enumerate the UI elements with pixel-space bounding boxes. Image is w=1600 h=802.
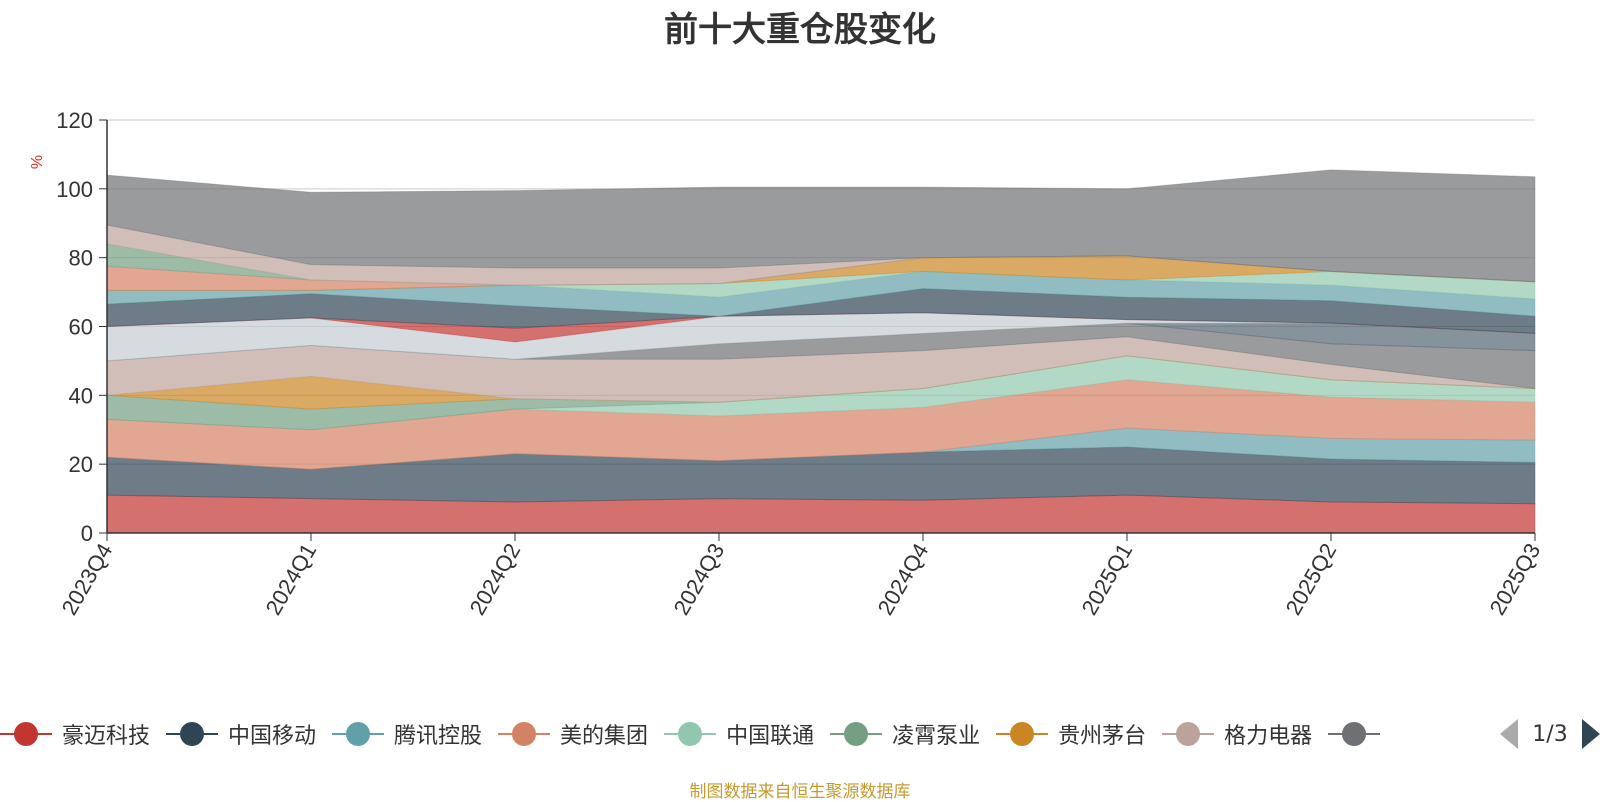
x-tick-label: 2024Q2	[465, 539, 526, 619]
next-page-icon[interactable]	[1582, 719, 1600, 749]
area-series-4[interactable]	[106, 379, 1536, 470]
legend-label: 格力电器	[1224, 724, 1313, 749]
legend-page-indicator: 1/3	[1532, 721, 1568, 747]
legend-item[interactable]: 贵州茅台	[996, 718, 1146, 750]
x-tick-label: 2024Q1	[261, 539, 322, 619]
y-tick-label: 120	[56, 108, 93, 133]
chart-title: 前十大重仓股变化	[664, 10, 936, 50]
legend-marker-icon	[332, 722, 385, 746]
x-tick-label: 2025Q1	[1077, 539, 1138, 619]
legend-item[interactable]: 凌霄泵业	[830, 718, 980, 750]
x-tick-label: 2025Q2	[1281, 539, 1342, 619]
legend-marker-icon	[498, 722, 551, 746]
data-source-note: 制图数据来自恒生聚源数据库	[689, 782, 911, 802]
legend-label: 豪迈科技	[62, 724, 151, 749]
legend-item[interactable]: 豪迈科技	[0, 718, 150, 750]
legend-marker-icon	[0, 722, 52, 746]
y-tick-label: 100	[56, 177, 93, 202]
legend-item[interactable]: 格力电器	[1162, 718, 1312, 750]
legend-item[interactable]: 中国联通	[664, 718, 814, 750]
x-tick-label: 2025Q3	[1485, 539, 1546, 619]
y-tick-label: 20	[69, 452, 93, 477]
legend-marker-icon	[1328, 722, 1381, 746]
legend-marker-icon	[996, 722, 1049, 746]
stacked-area-chart: 0 20 40 60 80 100 120 2023Q4 2024Q1 2024Q2 2024Q3 2…	[29, 108, 1546, 619]
legend-marker-icon	[1162, 722, 1215, 746]
legend-marker-icon	[166, 722, 219, 746]
legend-marker-icon	[830, 722, 883, 746]
area-series-20[interactable]	[106, 169, 1536, 283]
legend-item[interactable]: 腾讯控股	[332, 718, 482, 750]
legend-label: 凌霄泵业	[892, 724, 981, 749]
legend: 豪迈科技 中国移动 腾讯控股 美的集团 中国联通 凌霄泵业 贵州茅台 格力电器	[0, 712, 1490, 756]
y-tick-label: 40	[69, 383, 93, 408]
legend-pager: 1/3	[1500, 714, 1600, 754]
legend-label: 腾讯控股	[394, 724, 483, 749]
y-axis-label: %	[29, 155, 46, 169]
x-tick-label: 2024Q4	[873, 539, 934, 619]
legend-item[interactable]	[1328, 722, 1390, 746]
legend-label: 中国联通	[726, 724, 815, 749]
areas	[106, 169, 1536, 534]
y-tick-label: 60	[69, 315, 93, 340]
x-tick-label: 2023Q4	[57, 539, 118, 619]
legend-label: 美的集团	[560, 724, 649, 749]
legend-item[interactable]: 中国移动	[166, 718, 316, 750]
y-tick-label: 80	[69, 246, 93, 271]
legend-label: 贵州茅台	[1058, 724, 1147, 749]
legend-marker-icon	[664, 722, 717, 746]
prev-page-icon[interactable]	[1500, 719, 1518, 749]
x-tick-label: 2024Q3	[669, 539, 730, 619]
legend-item[interactable]: 美的集团	[498, 718, 648, 750]
y-tick-label: 0	[81, 521, 93, 546]
legend-label: 中国移动	[228, 724, 317, 749]
